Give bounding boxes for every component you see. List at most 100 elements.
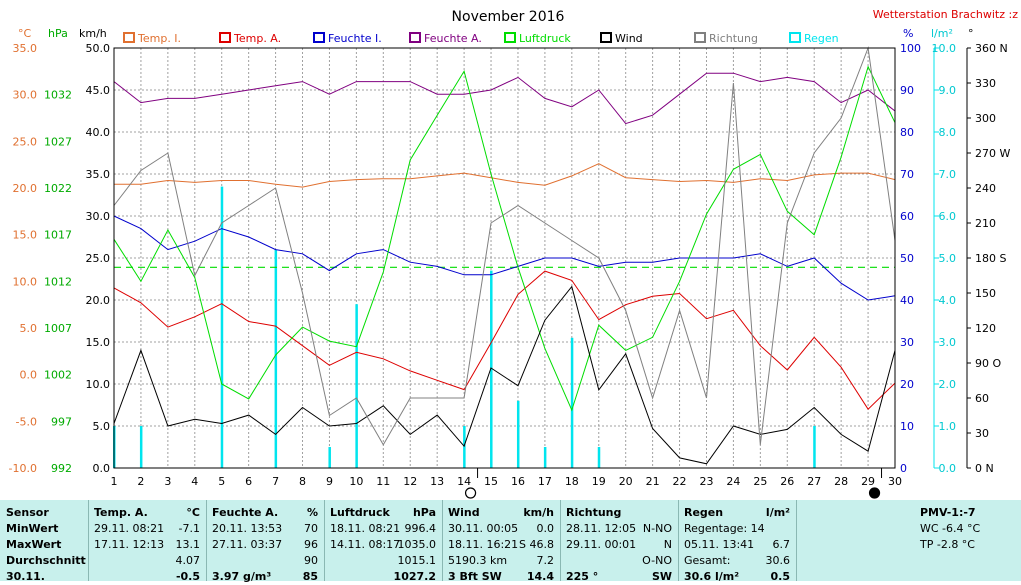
legend-swatch-luftdruck: [504, 32, 516, 43]
humidity-today-extra: 3.97 g/m³: [212, 570, 272, 583]
label-today: 30.11.: [6, 570, 45, 583]
x-tick-label: 24: [726, 475, 740, 488]
pressure-tick: 1017: [44, 229, 72, 242]
temp-tick: 5.0: [20, 322, 38, 335]
x-tick-label: 14: [457, 475, 471, 488]
label-sensor: Sensor: [6, 506, 49, 519]
rain-max-value: 6.7: [772, 538, 791, 551]
rain-title: Regen: [684, 506, 724, 519]
humidity-min-when: 20.11. 13:53: [212, 522, 283, 535]
rain-tick: 3.0: [939, 336, 957, 349]
direction-tick: 0 N: [975, 462, 994, 475]
left-axes: 35.0 30.0 25.0 20.0 15.0 10.0 5.0 0.0 -5.0 -10.0 1…: [9, 42, 110, 475]
temp-tick: 20.0: [13, 182, 38, 195]
temp-today: -0.5: [175, 570, 200, 583]
direction-today-extra: 225 °: [566, 570, 599, 583]
temp-unit: °C: [186, 506, 200, 519]
x-tick-label: 7: [272, 475, 279, 488]
temp-tick: 30.0: [13, 89, 38, 102]
pressure-unit-label: hPa: [48, 27, 68, 40]
pmv-tp: TP -2.8 °C: [920, 538, 975, 551]
direction-tick: 60: [975, 392, 989, 405]
humidity-tick: 60: [900, 210, 914, 223]
temp-tick: 15.0: [13, 229, 38, 242]
x-tick-label: 9: [326, 475, 333, 488]
rain-tick: 10.0: [932, 42, 957, 55]
rain-bar: [220, 186, 224, 468]
pressure-tick: 1027: [44, 135, 72, 148]
legend-label-richtung: Richtung: [709, 32, 758, 45]
full-moon-icon: [464, 487, 477, 499]
legend-label-luftdruck: Luftdruck: [519, 32, 571, 45]
pmv-title: PMV-1:-7: [920, 506, 976, 519]
x-tick-label: 16: [511, 475, 525, 488]
x-tick-label: 22: [673, 475, 687, 488]
legend-label-temp-i: Temp. I.: [137, 32, 181, 45]
stats-panel: Sensor MinWert MaxWert Durchschnitt 30.1…: [0, 500, 1021, 583]
chart-title: November 2016: [452, 9, 565, 25]
humidity-title: Feuchte A.: [212, 506, 279, 519]
rain-total-value: 30.6: [765, 554, 791, 567]
legend: Temp. I. Temp. A. Feuchte I. Feuchte A. Luft…: [123, 32, 839, 45]
rain-bar: [139, 426, 143, 468]
humidity-tick: 100: [900, 42, 921, 55]
series-line-luftdruck: [113, 65, 896, 412]
wind-max-when: 18.11. 16:21: [448, 538, 519, 551]
rain-max-when: 05.11. 13:41: [684, 538, 755, 551]
x-tick-label: 5: [218, 475, 225, 488]
rain-bar: [516, 400, 520, 468]
legend-swatch-temp-a: [219, 32, 231, 43]
pressure-min-when: 18.11. 08:21: [330, 522, 401, 535]
legend-label-temp-a: Temp. A.: [233, 32, 281, 45]
direction-unit-label: °: [968, 27, 974, 40]
wind-min-when: 30.11. 00:05: [448, 522, 519, 535]
wind-unit: km/h: [523, 506, 554, 519]
series-line-temp-a: [113, 270, 896, 410]
plot-frame: [113, 47, 896, 469]
direction-today: SW: [651, 570, 672, 583]
humidity-tick: 90: [900, 84, 914, 97]
humidity-min-value: 70: [304, 522, 318, 535]
temp-min-when: 29.11. 08:21: [94, 522, 165, 535]
humidity-unit: %: [306, 506, 318, 519]
series-line-richtung: [113, 46, 896, 446]
temp-tick: -10.0: [9, 462, 37, 475]
wind-unit-label: km/h: [79, 27, 107, 40]
humidity-tick: 50: [900, 252, 914, 265]
humidity-avg: 90: [304, 554, 318, 567]
stats-col-pmv: PMV-1:-7 WC -6.4 °C TP -2.8 °C: [796, 500, 1021, 581]
direction-tick: 210: [975, 217, 996, 230]
legend-swatch-feuchte-a: [409, 32, 421, 43]
pressure-unit: hPa: [412, 506, 436, 519]
x-tick-label: 1: [111, 475, 118, 488]
x-tick-label: 17: [538, 475, 552, 488]
rain-today: 0.5: [770, 570, 791, 583]
wind-tick: 20.0: [86, 294, 111, 307]
rain-total-label: Gesamt:: [684, 554, 731, 567]
x-tick-label: 15: [484, 475, 498, 488]
pressure-tick: 1022: [44, 182, 72, 195]
x-tick-label: 21: [646, 475, 660, 488]
rain-tick: 8.0: [939, 126, 957, 139]
temp-tick: 35.0: [13, 42, 38, 55]
rain-bar: [597, 447, 601, 468]
temp-title: Temp. A.: [94, 506, 148, 519]
wind-tick: 35.0: [86, 168, 111, 181]
wind-title: Wind: [448, 506, 480, 519]
stats-col-pressure: Luftdruck hPa 18.11. 08:21 996.4 14.11. 08…: [324, 500, 442, 583]
pressure-avg: 1015.1: [397, 554, 437, 567]
legend-label-wind: Wind: [615, 32, 643, 45]
direction-max-when: 29.11. 00:01: [566, 538, 637, 551]
direction-max-value: N: [663, 538, 672, 551]
x-tick-label: 23: [699, 475, 713, 488]
x-tick-label: 28: [834, 475, 848, 488]
rain-tick: 1.0: [939, 420, 957, 433]
rain-unit: l/m²: [765, 506, 790, 519]
pressure-max-when: 14.11. 08:17: [330, 538, 401, 551]
wind-tick: 50.0: [86, 42, 111, 55]
stats-col-direction: Richtung 28.11. 12:05 N-NO 29.11. 00:01 N …: [560, 500, 678, 583]
series-line-wind: [113, 285, 896, 465]
wind-tick: 30.0: [86, 210, 111, 223]
rain-unit-label: l/m²: [931, 27, 953, 40]
pressure-tick: 1002: [44, 369, 72, 382]
